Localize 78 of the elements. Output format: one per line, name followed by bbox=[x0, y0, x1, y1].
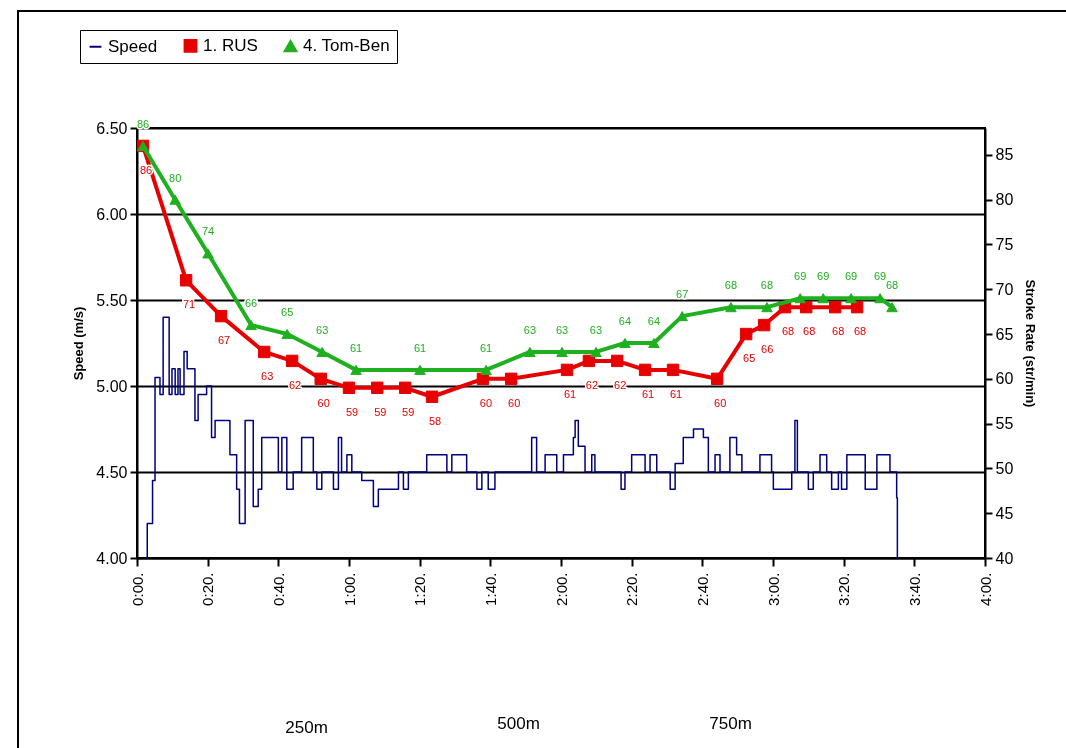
data-label: 74 bbox=[201, 225, 215, 238]
x-tick-label: 3:40. bbox=[905, 572, 923, 606]
y2-axis-title: Stroke Rate (str/min) bbox=[1023, 279, 1039, 408]
data-label: 63 bbox=[523, 323, 537, 336]
data-label: 60 bbox=[714, 396, 727, 409]
text: 250m bbox=[285, 718, 328, 737]
data-label: 86 bbox=[136, 117, 150, 130]
x-tick-label: 2:40. bbox=[693, 572, 711, 606]
data-label: 71 bbox=[182, 298, 196, 311]
y-axis-title: Speed (m/s) bbox=[71, 306, 87, 381]
data-label: 63 bbox=[316, 323, 329, 336]
x-tick-label: 0:40. bbox=[269, 572, 287, 606]
legend-label: 4. Tom-Ben bbox=[303, 36, 390, 56]
data-label: 61 bbox=[669, 387, 683, 400]
data-label: 66 bbox=[761, 343, 774, 356]
data-label: 61 bbox=[479, 341, 493, 354]
data-label: 68 bbox=[724, 279, 738, 292]
y2-tick-label: 50 bbox=[995, 459, 1014, 477]
y2-tick-label: 80 bbox=[995, 191, 1014, 209]
data-label: 61 bbox=[641, 387, 655, 400]
y-tick-label: 4.00 bbox=[96, 549, 128, 567]
y2-tick-label: 55 bbox=[995, 415, 1014, 433]
data-label: 68 bbox=[853, 325, 867, 338]
data-label: 60 bbox=[479, 396, 493, 409]
data-label: 60 bbox=[508, 396, 521, 409]
data-label: 61 bbox=[413, 341, 427, 354]
x-tick-label: 0:20. bbox=[199, 572, 217, 606]
data-label: 63 bbox=[589, 323, 603, 336]
data-label: 69 bbox=[844, 270, 858, 283]
data-label: 68 bbox=[803, 325, 816, 338]
x-tick-label: 1:00. bbox=[340, 572, 358, 606]
data-label: 68 bbox=[781, 325, 795, 338]
x-tick-label: 1:40. bbox=[481, 572, 499, 606]
legend-label: 1. RUS bbox=[203, 35, 258, 55]
x-tick-label: 2:00. bbox=[552, 572, 570, 606]
data-label: 68 bbox=[885, 279, 899, 292]
text: 750m bbox=[709, 714, 752, 733]
data-label: 69 bbox=[794, 270, 807, 283]
y2-tick-label: 40 bbox=[995, 549, 1014, 567]
y-tick-label: 5.00 bbox=[96, 377, 128, 395]
x-tick-label: 4:00. bbox=[976, 572, 994, 606]
data-label: 59 bbox=[345, 405, 359, 418]
x-tick-label: 3:20. bbox=[835, 572, 853, 606]
legend-label: Speed bbox=[108, 36, 158, 56]
y2-tick-label: 75 bbox=[995, 235, 1014, 253]
data-label: 59 bbox=[402, 405, 415, 418]
y2-tick-label: 45 bbox=[995, 504, 1014, 522]
y2-tick-label: 60 bbox=[995, 370, 1014, 388]
data-label: 67 bbox=[676, 288, 689, 301]
y2-tick-label: 85 bbox=[995, 146, 1014, 164]
x-tick-label: 3:00. bbox=[764, 572, 782, 606]
data-label: 58 bbox=[428, 414, 442, 427]
data-label: 60 bbox=[317, 396, 330, 409]
y-tick-label: 5.50 bbox=[96, 291, 128, 309]
data-label: 63 bbox=[261, 369, 274, 382]
y-tick-label: 4.50 bbox=[96, 463, 128, 481]
data-label: 69 bbox=[873, 270, 887, 283]
y2-tick-label: 70 bbox=[995, 280, 1014, 298]
y2-tick-label: 65 bbox=[995, 325, 1014, 343]
data-label: 65 bbox=[281, 306, 294, 319]
data-label: 67 bbox=[217, 334, 231, 347]
data-label: 69 bbox=[817, 270, 830, 283]
data-label: 59 bbox=[374, 405, 387, 418]
y-tick-label: 6.00 bbox=[96, 205, 128, 223]
data-label: 68 bbox=[832, 325, 845, 338]
data-label: 68 bbox=[760, 279, 774, 292]
text: 500m bbox=[497, 714, 540, 733]
data-label: 63 bbox=[555, 323, 569, 336]
data-label: 61 bbox=[563, 387, 577, 400]
x-tick-label: 1:20. bbox=[411, 572, 429, 606]
data-label: 64 bbox=[647, 315, 661, 327]
y-tick-label: 6.50 bbox=[96, 119, 128, 137]
x-tick-label: 2:20. bbox=[623, 572, 641, 606]
data-label: 80 bbox=[169, 171, 182, 184]
data-label: 64 bbox=[618, 315, 632, 327]
x-tick-label: 0:00. bbox=[128, 572, 146, 606]
data-label: 61 bbox=[349, 341, 363, 354]
data-label: 65 bbox=[743, 352, 756, 365]
